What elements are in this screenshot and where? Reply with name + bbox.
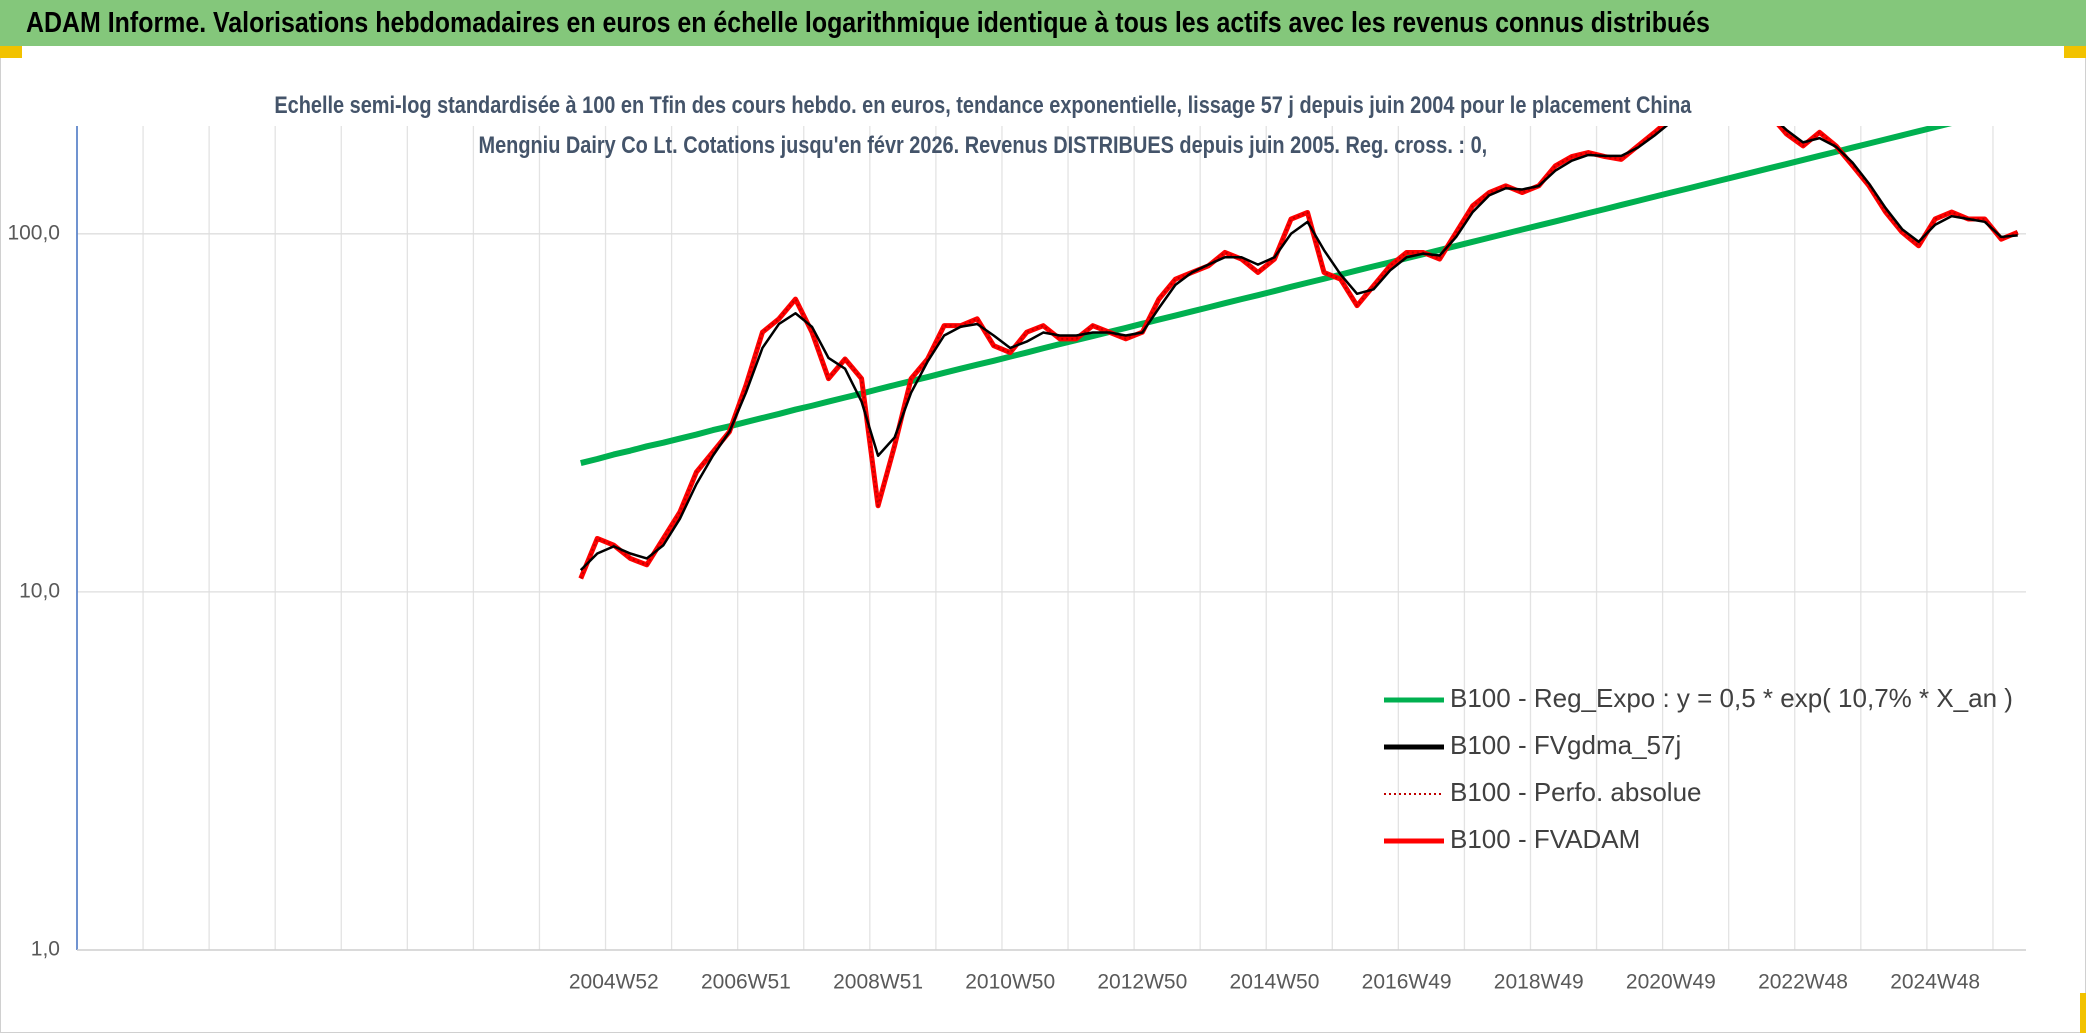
y-tick-label: 10,0 — [19, 579, 60, 602]
series-line — [579, 126, 2019, 579]
x-tick-label: 2014W50 — [1230, 971, 1320, 994]
x-tick-label: 2024W48 — [1890, 971, 1980, 994]
banner: ADAM Informe. Valorisations hebdomadaire… — [0, 0, 2086, 46]
legend-label: B100 - Reg_Expo : y = 0,5 * exp( 10,7% *… — [1450, 683, 2013, 713]
x-tick-label: 2016W49 — [1362, 971, 1452, 994]
y-tick-label: 100,0 — [7, 221, 60, 244]
corner-mark — [2080, 993, 2086, 1033]
x-tick-label: 2010W50 — [965, 971, 1055, 994]
x-tick-label: 2008W51 — [833, 971, 923, 994]
series-line — [579, 126, 2018, 572]
x-tick-label: 2012W50 — [1097, 971, 1187, 994]
x-tick-label: 2018W49 — [1494, 971, 1584, 994]
x-tick-label: 2004W52 — [569, 971, 659, 994]
corner-mark — [0, 46, 22, 58]
legend-label: B100 - FVgdma_57j — [1450, 730, 1681, 760]
x-tick-label: 2022W48 — [1758, 971, 1848, 994]
series-line — [580, 126, 1953, 466]
y-tick-label: 1,0 — [31, 938, 60, 961]
legend-label: B100 - Perfo. absolue — [1450, 777, 1702, 807]
chart-subtitle: Echelle semi-log standardisée à 100 en T… — [274, 92, 1692, 159]
x-tick-label: 2006W51 — [701, 971, 791, 994]
x-tick-label: 2020W49 — [1626, 971, 1716, 994]
chart-title: ADAM Informe. Valorisations hebdomadaire… — [26, 7, 1710, 39]
corner-mark — [2064, 46, 2086, 58]
legend-label: B100 - FVADAM — [1450, 824, 1640, 854]
